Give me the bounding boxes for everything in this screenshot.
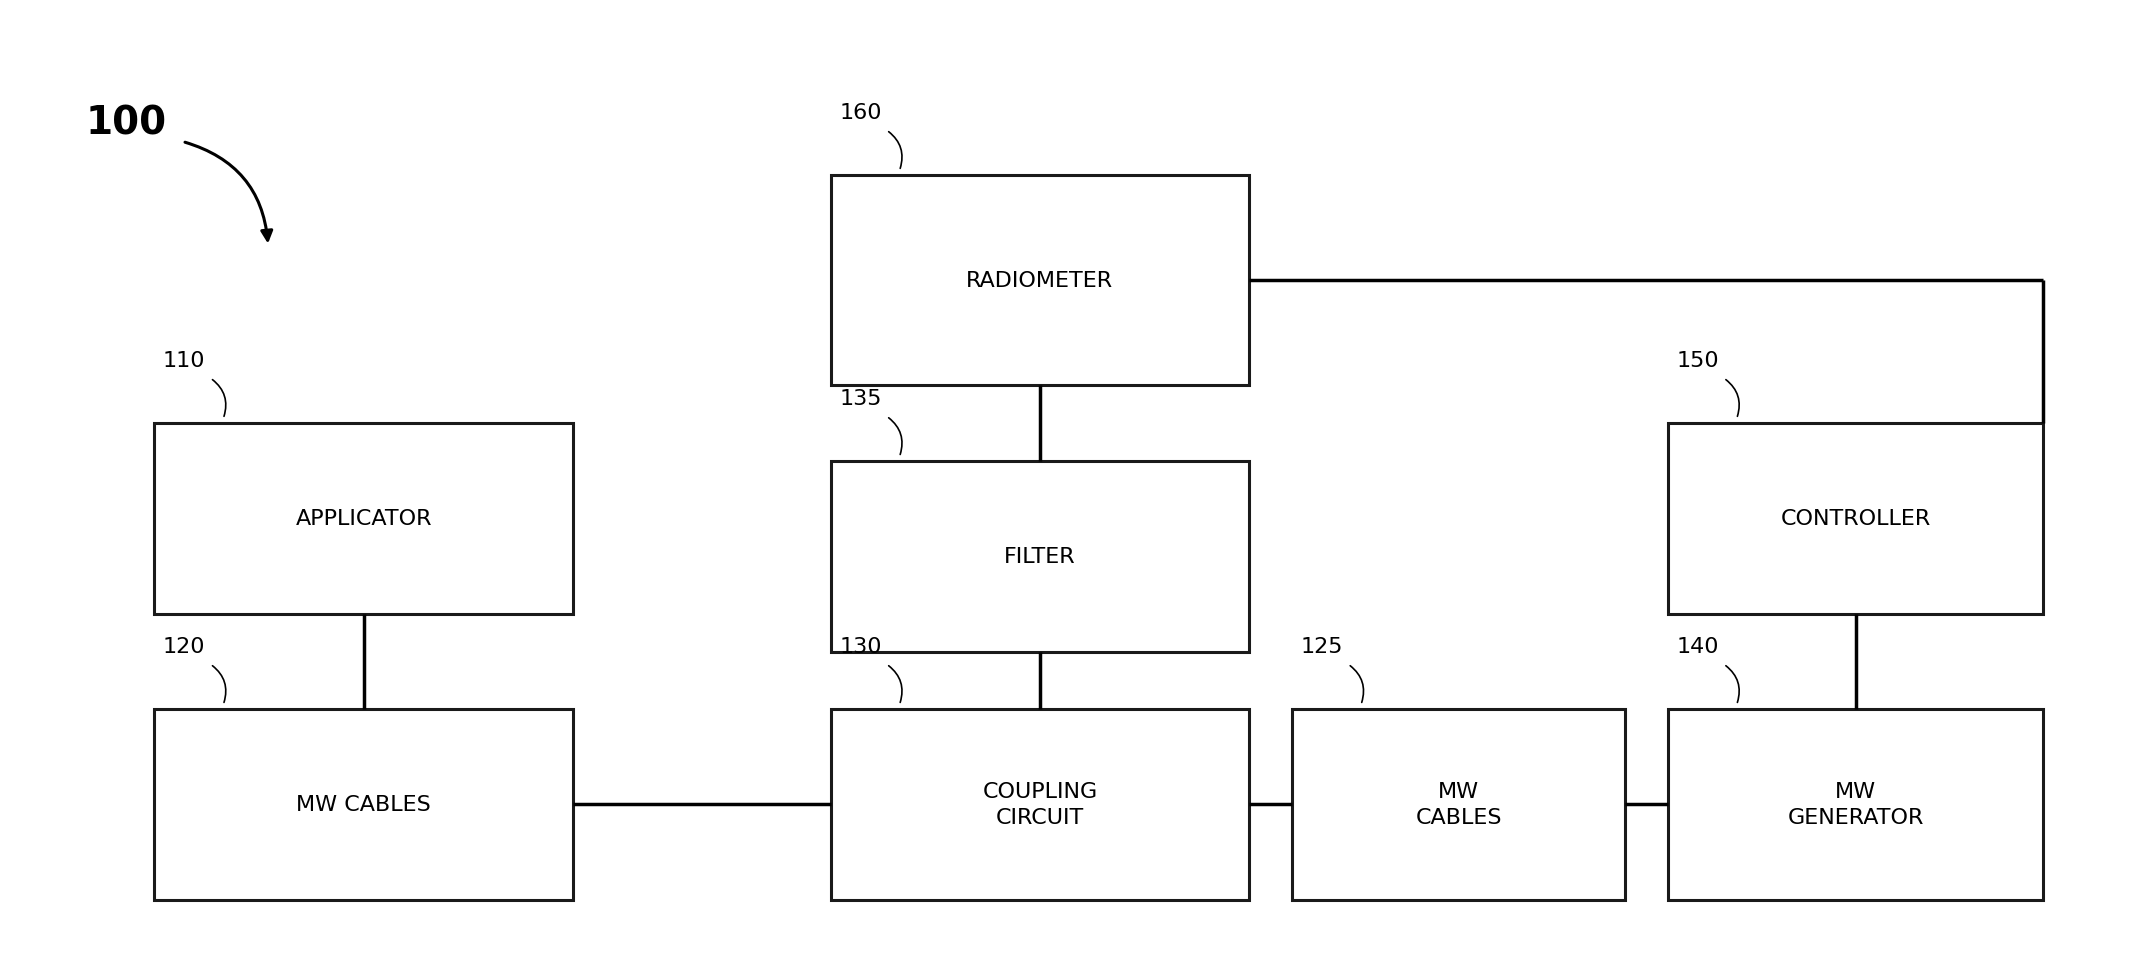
Bar [1293, 709, 1625, 899]
Bar [1668, 709, 2043, 899]
Text: MW
CABLES: MW CABLES [1416, 781, 1502, 827]
Bar [155, 709, 573, 899]
Text: CONTROLLER: CONTROLLER [1780, 508, 1931, 529]
Text: 150: 150 [1677, 351, 1720, 371]
Bar [155, 424, 573, 614]
Text: 120: 120 [164, 637, 205, 656]
Text: 140: 140 [1677, 637, 1720, 656]
Text: 130: 130 [838, 637, 881, 656]
Bar [1668, 424, 2043, 614]
Text: 160: 160 [838, 103, 881, 123]
Text: COUPLING
CIRCUIT: COUPLING CIRCUIT [983, 781, 1097, 827]
Bar [830, 461, 1250, 652]
Text: MW
GENERATOR: MW GENERATOR [1786, 781, 1924, 827]
Text: FILTER: FILTER [1004, 547, 1075, 567]
Text: 100: 100 [86, 104, 166, 142]
Text: RADIOMETER: RADIOMETER [965, 270, 1114, 290]
Text: APPLICATOR: APPLICATOR [295, 508, 431, 529]
Bar [830, 176, 1250, 385]
Text: 135: 135 [838, 389, 881, 409]
Text: MW CABLES: MW CABLES [297, 795, 431, 814]
Text: 110: 110 [164, 351, 205, 371]
Bar [830, 709, 1250, 899]
Text: 125: 125 [1302, 637, 1343, 656]
